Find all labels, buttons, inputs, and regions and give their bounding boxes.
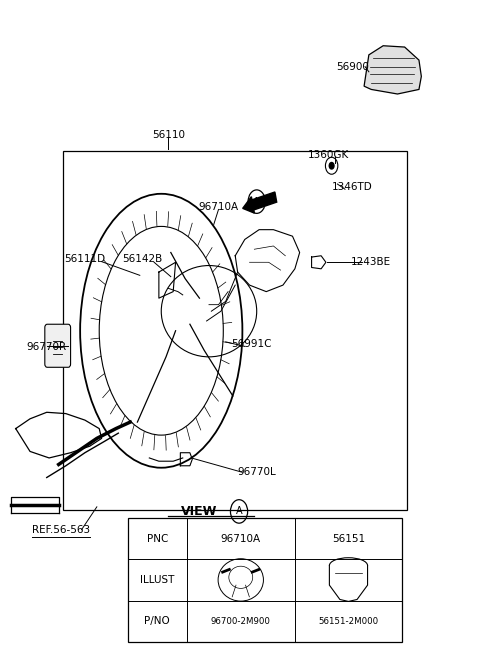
Bar [128, 518, 402, 642]
Text: REF.56-563: REF.56-563 [32, 525, 90, 534]
FancyBboxPatch shape [45, 324, 71, 367]
Text: 56151-2M000: 56151-2M000 [318, 617, 379, 626]
Text: 96770R: 96770R [27, 342, 67, 352]
Text: 1346TD: 1346TD [332, 182, 372, 193]
Text: 56110: 56110 [152, 130, 185, 140]
Text: 96710A: 96710A [221, 534, 261, 544]
Text: A: A [236, 506, 242, 516]
Text: 56151: 56151 [332, 534, 365, 544]
Circle shape [329, 162, 334, 169]
Text: 56111D: 56111D [64, 254, 106, 264]
Text: PNC: PNC [147, 534, 168, 544]
Text: 96710A: 96710A [198, 202, 239, 212]
Text: P/NO: P/NO [144, 616, 170, 626]
Text: 96700-2M900: 96700-2M900 [211, 617, 271, 626]
Text: ILLUST: ILLUST [140, 575, 175, 585]
FancyArrow shape [243, 192, 276, 213]
Polygon shape [364, 46, 421, 94]
Text: VIEW: VIEW [181, 505, 217, 518]
Text: 1360GK: 1360GK [308, 149, 349, 160]
Text: A: A [253, 196, 260, 206]
Bar [63, 151, 407, 510]
Text: 1243BE: 1243BE [351, 257, 391, 267]
Text: 56142B: 56142B [122, 254, 162, 264]
Text: 56991C: 56991C [232, 339, 272, 349]
Text: 96770L: 96770L [237, 467, 276, 477]
Text: 56900: 56900 [336, 62, 369, 71]
